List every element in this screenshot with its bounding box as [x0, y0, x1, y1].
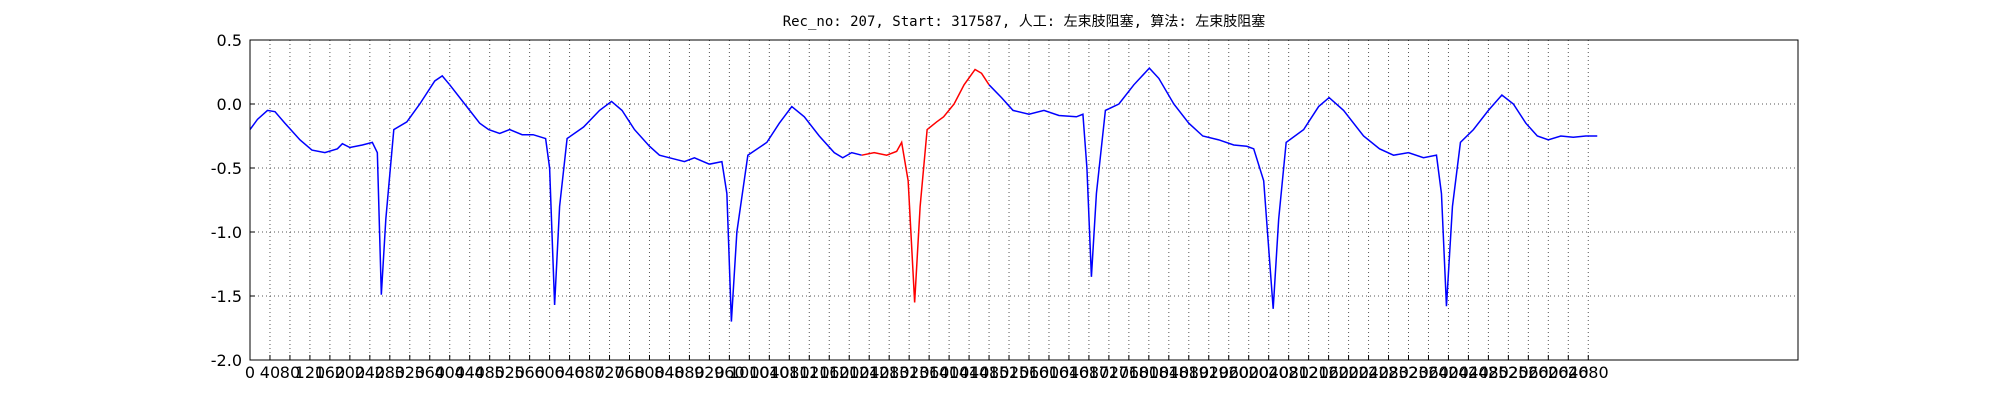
x-tick-label: 920 — [694, 363, 725, 382]
x-tick-label: 2040 — [1248, 363, 1289, 382]
x-tick-label: 560 — [514, 363, 545, 382]
x-tick-label: 2400 — [1428, 363, 1469, 382]
x-tick-label: 1840 — [1148, 363, 1189, 382]
y-tick-label: 0.5 — [217, 31, 242, 50]
x-tick-label: 1880 — [1168, 363, 1209, 382]
x-tick-label: 1720 — [1089, 363, 1130, 382]
x-tick-label: 280 — [375, 363, 406, 382]
x-tick-label: 1520 — [989, 363, 1030, 382]
x-tick-label: 2200 — [1328, 363, 1369, 382]
x-tick-label: 1120 — [789, 363, 830, 382]
y-tick-label: -0.5 — [211, 159, 242, 178]
x-tick-label: 40 — [260, 363, 280, 382]
x-tick-label: 1280 — [869, 363, 910, 382]
x-tick-label: 2120 — [1288, 363, 1329, 382]
x-tick-label: 1680 — [1069, 363, 1110, 382]
x-tick-label: 2360 — [1408, 363, 1449, 382]
x-tick-label: 1800 — [1128, 363, 1169, 382]
x-tick-label: 1320 — [889, 363, 930, 382]
x-tick-label: 200 — [335, 363, 366, 382]
x-tick-label: 1000 — [729, 363, 770, 382]
x-tick-label: 960 — [714, 363, 745, 382]
x-tick-label: 1960 — [1208, 363, 1249, 382]
y-tick-label: -2.0 — [211, 351, 242, 370]
plot-frame — [249, 39, 1799, 361]
x-tick-label: 2480 — [1468, 363, 1509, 382]
x-tick-label: 880 — [674, 363, 705, 382]
x-tick-label: 2240 — [1348, 363, 1389, 382]
x-tick-label: 160 — [315, 363, 346, 382]
x-tick-label: 480 — [474, 363, 505, 382]
x-tick-label: 2280 — [1368, 363, 1409, 382]
x-tick-label: 2600 — [1528, 363, 1569, 382]
x-tick-label: 1400 — [929, 363, 970, 382]
chart-title: Rec_no: 207, Start: 317587, 人工: 左束肢阻塞, 算… — [783, 13, 1266, 30]
x-tick-label: 440 — [454, 363, 485, 382]
x-tick-label: 1600 — [1029, 363, 1070, 382]
x-tick-label: 640 — [554, 363, 585, 382]
x-tick-label: 2000 — [1228, 363, 1269, 382]
x-tick-label: 1760 — [1109, 363, 1150, 382]
ecg-line — [249, 67, 1598, 322]
x-tick-label: 800 — [634, 363, 665, 382]
ecg-line — [861, 68, 990, 303]
x-tick-label: 1640 — [1049, 363, 1090, 382]
x-tick-label: 1160 — [809, 363, 850, 382]
x-tick-label: 600 — [534, 363, 565, 382]
x-tick-label: 2320 — [1388, 363, 1429, 382]
x-tick-label: 2080 — [1268, 363, 1309, 382]
x-tick-label: 840 — [654, 363, 685, 382]
x-tick-label: 2160 — [1308, 363, 1349, 382]
x-tick-label: 1080 — [769, 363, 810, 382]
x-tick-label: 1920 — [1188, 363, 1229, 382]
x-tick-label: 720 — [594, 363, 625, 382]
x-tick-label: 80 — [280, 363, 300, 382]
x-tick-label: 120 — [295, 363, 326, 382]
x-tick-label: 360 — [414, 363, 445, 382]
x-tick-label: 1200 — [829, 363, 870, 382]
x-tick-label: 2680 — [1568, 363, 1609, 382]
x-tick-label: 1040 — [749, 363, 790, 382]
x-tick-label: 1440 — [949, 363, 990, 382]
y-tick-label: -1.5 — [211, 287, 242, 306]
x-tick-label: 1360 — [909, 363, 950, 382]
x-tick-label: 680 — [574, 363, 605, 382]
x-tick-label: 2440 — [1448, 363, 1489, 382]
y-tick-label: -1.0 — [211, 223, 242, 242]
x-tick-label: 520 — [494, 363, 525, 382]
x-tick-label: 320 — [395, 363, 426, 382]
x-tick-label: 400 — [434, 363, 465, 382]
x-tick-label: 2640 — [1548, 363, 1589, 382]
x-tick-label: 1480 — [969, 363, 1010, 382]
y-tick-label: 0.0 — [217, 95, 242, 114]
x-tick-label: 1560 — [1009, 363, 1050, 382]
x-tick-label: 2560 — [1508, 363, 1549, 382]
x-tick-label: 760 — [614, 363, 645, 382]
x-tick-label: 240 — [355, 363, 386, 382]
x-tick-label: 1240 — [849, 363, 890, 382]
x-tick-label: 0 — [245, 363, 255, 382]
x-tick-label: 2520 — [1488, 363, 1529, 382]
